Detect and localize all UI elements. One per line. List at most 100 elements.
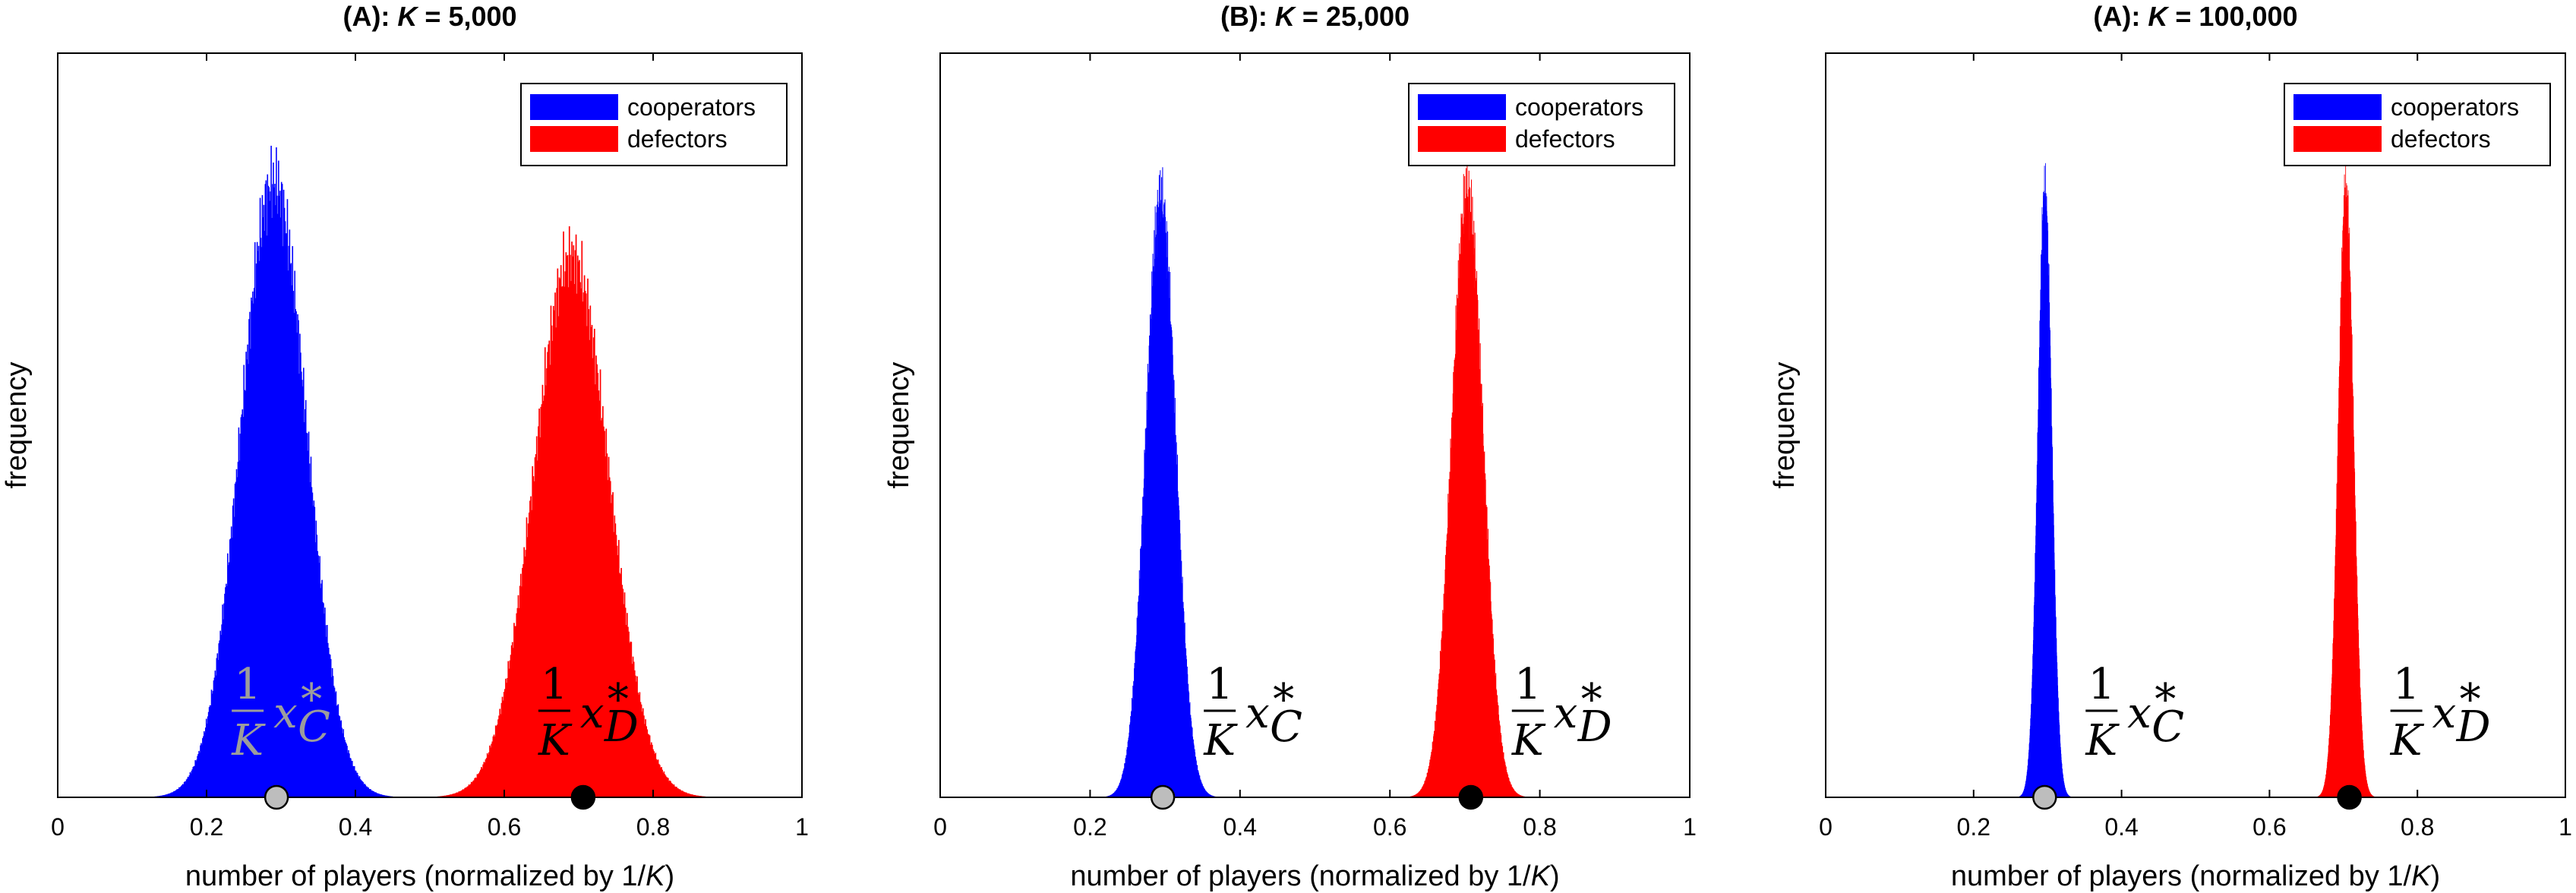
histogram-bar xyxy=(176,789,178,797)
histogram-bar xyxy=(360,780,362,797)
histogram-bar xyxy=(598,400,601,797)
histogram-bar xyxy=(366,786,368,797)
histogram-bar xyxy=(653,751,655,797)
histogram-bar xyxy=(209,705,211,797)
histogram-bar xyxy=(336,705,338,797)
histogram-bar xyxy=(270,145,272,798)
histogram-bar xyxy=(507,661,510,797)
histogram-bar xyxy=(631,664,633,797)
histogram-bar xyxy=(514,626,516,797)
histogram-bar xyxy=(646,726,648,797)
histogram-bar xyxy=(182,784,184,797)
histogram-bar xyxy=(381,794,384,797)
histogram-bar xyxy=(246,359,248,797)
histogram-bar xyxy=(622,588,624,797)
histogram-bar xyxy=(300,352,301,797)
histogram-bar xyxy=(162,795,164,797)
fraction-numerator: 1 xyxy=(2088,660,2115,709)
histogram-bar xyxy=(223,603,225,797)
equilibrium-subscript: D xyxy=(1577,702,1612,752)
histogram-bar xyxy=(572,256,574,797)
histogram-bar xyxy=(376,793,377,797)
axes-box xyxy=(939,52,1690,798)
histogram-bar xyxy=(248,319,250,797)
legend-swatch-cooperators xyxy=(1418,94,1506,120)
histogram-bar xyxy=(547,352,548,797)
histogram-bar xyxy=(361,781,364,797)
histogram-bar xyxy=(492,736,494,797)
histogram-bar xyxy=(169,793,171,797)
histogram-bar xyxy=(608,456,610,797)
histogram-bar xyxy=(224,593,226,797)
histogram-bar xyxy=(384,795,386,797)
title-suffix: = 5,000 xyxy=(417,1,516,32)
histogram-bar xyxy=(585,293,587,797)
histogram-bar xyxy=(629,642,630,797)
histogram-bar xyxy=(550,305,552,797)
histogram-bar xyxy=(329,655,331,797)
histogram-bar xyxy=(359,778,361,797)
histogram-bar xyxy=(557,268,559,797)
histogram-bar xyxy=(453,793,456,797)
x-tick-label: 1 xyxy=(795,813,809,841)
histogram-bar xyxy=(534,457,536,797)
histogram-bar xyxy=(172,791,174,797)
histogram-bar xyxy=(291,285,293,798)
histogram-bar xyxy=(271,217,273,797)
histogram-bar xyxy=(320,583,322,797)
histogram-bar xyxy=(665,777,668,797)
histogram-bar xyxy=(478,771,481,797)
histogram-bar xyxy=(364,784,366,797)
histogram-bar xyxy=(383,795,385,797)
histogram-bar xyxy=(346,743,347,797)
histogram-bar xyxy=(535,454,537,797)
histogram-bar xyxy=(573,284,576,797)
histogram-bar xyxy=(523,547,526,797)
histogram-bar xyxy=(358,776,361,797)
histogram-bar xyxy=(368,788,370,797)
x-tick-label: 0 xyxy=(51,813,65,841)
histogram-bar xyxy=(497,719,499,797)
histogram-bar xyxy=(226,583,227,797)
histogram-bar xyxy=(606,453,608,797)
histogram-bar xyxy=(179,787,181,797)
histogram-bar xyxy=(510,645,513,797)
histogram-bar xyxy=(481,768,483,797)
equilibrium-superscript: * xyxy=(2460,675,2481,724)
histogram-bar xyxy=(516,607,519,797)
histogram-bar xyxy=(167,794,169,797)
histogram-bar xyxy=(555,327,557,797)
histogram-bar xyxy=(192,767,194,797)
histogram-bar xyxy=(341,727,343,797)
histogram-bar xyxy=(661,767,662,797)
histogram-bar xyxy=(180,785,182,797)
histogram-bar xyxy=(679,789,681,797)
histogram-bar xyxy=(384,795,387,797)
equilibrium-subscript: D xyxy=(604,702,639,752)
histogram-bar xyxy=(601,418,603,797)
histogram-bar xyxy=(310,456,312,797)
x-tick-label: 1 xyxy=(2559,813,2572,841)
histogram-bar xyxy=(254,241,256,798)
histogram-bar xyxy=(276,195,278,798)
histogram-bar xyxy=(220,635,222,797)
histogram-bar xyxy=(686,792,687,797)
histogram-bar xyxy=(353,765,355,797)
fraction-denominator: K xyxy=(231,716,266,765)
histogram-bar xyxy=(200,745,201,797)
histogram-bar xyxy=(315,520,317,797)
histogram-bar xyxy=(197,753,199,797)
histogram-bar xyxy=(331,667,333,797)
histogram-bar xyxy=(163,795,166,797)
histogram-bar xyxy=(652,749,654,797)
histogram-bar xyxy=(584,291,586,798)
histogram-bar xyxy=(467,786,469,797)
histogram-bar xyxy=(195,761,197,797)
histogram-bar xyxy=(483,762,485,797)
histogram-bar xyxy=(232,505,234,797)
histogram-bar xyxy=(611,503,612,797)
histogram-bar xyxy=(489,745,491,797)
histogram-bar xyxy=(301,380,303,797)
histogram-bar xyxy=(343,737,345,797)
histogram-bar xyxy=(565,252,567,797)
